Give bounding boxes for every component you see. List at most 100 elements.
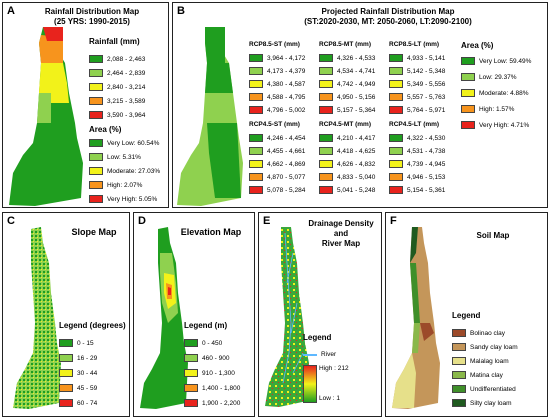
projected-rainfall-map-shape [177, 27, 243, 206]
legend-label: 4,380 - 4,587 [267, 80, 306, 88]
legend-swatch [249, 147, 263, 155]
legend-swatch [249, 186, 263, 194]
legend-label: 4,950 - 5,156 [337, 93, 376, 101]
drainage-map-shape [265, 227, 309, 407]
legend-swatch [389, 67, 403, 75]
drainage-legend-title: Legend [303, 333, 332, 342]
legend-swatch [184, 384, 198, 392]
panel-a-rainfall-map: A Rainfall Distribution Map (25 YRS: 199… [2, 2, 169, 208]
legend-item: 4,173 - 4,379 [249, 67, 305, 75]
legend-swatch [184, 339, 198, 347]
legend-swatch [389, 173, 403, 181]
legend-label: 1,900 - 2,200 [202, 399, 241, 407]
legend-item: 5,154 - 5,361 [389, 186, 445, 194]
legend-label: 4,531 - 4,738 [407, 147, 446, 155]
legend-item: Matina clay [452, 371, 503, 379]
legend-label: 2,464 - 2,839 [107, 69, 146, 77]
panel-c-title: Slope Map [71, 227, 117, 237]
legend-swatch [319, 54, 333, 62]
legend-label: 4,246 - 4,454 [267, 134, 306, 142]
legend-item: Undifferentiated [452, 385, 516, 393]
legend-item: 4,246 - 4,454 [249, 134, 305, 142]
legend-item: 4,380 - 4,587 [249, 80, 305, 88]
legend-label: 4,662 - 4,869 [267, 160, 306, 168]
group-title: RCP8.5-MT (mm) [319, 41, 372, 48]
legend-label: Bolinao clay [470, 329, 506, 337]
legend-swatch [89, 181, 103, 189]
legend-swatch [319, 160, 333, 168]
legend-label: Very Low: 60.54% [107, 139, 160, 147]
legend-label: 4,588 - 4,795 [267, 93, 306, 101]
legend-label: 5,154 - 5,361 [407, 186, 446, 194]
legend-swatch [461, 57, 475, 65]
legend-item: Very Low: 59.49% [461, 57, 531, 65]
legend-label: 3,215 - 3,589 [107, 97, 146, 105]
panel-f-title: Soil Map [476, 231, 510, 240]
area-legend-title: Area (%) [461, 41, 494, 50]
legend-swatch [452, 385, 466, 393]
legend-item: Moderate: 4.88% [461, 89, 529, 97]
panel-b-subtitle: (ST:2020-2030, MT: 2050-2060, LT:2090-21… [304, 17, 472, 26]
legend-label: 4,326 - 4,533 [337, 54, 376, 62]
group-title: RCP4.5-LT (mm) [389, 121, 440, 128]
legend-swatch [89, 167, 103, 175]
legend-swatch [89, 195, 103, 203]
legend-label: 5,764 - 5,971 [407, 106, 446, 114]
legend-item: 4,946 - 5,153 [389, 173, 445, 181]
legend-label: 4,870 - 5,077 [267, 173, 306, 181]
soil-map-shape [392, 227, 440, 409]
group-title: RCP4.5-ST (mm) [249, 121, 300, 128]
legend-label: Matina clay [470, 371, 503, 379]
legend-item: Very High: 4.71% [461, 121, 529, 129]
panel-f-soil-map: F Soil Map Legend Bolinao clay Sandy cla… [385, 212, 548, 417]
legend-label: Moderate: 27.03% [107, 167, 161, 175]
legend-item: Bolinao clay [452, 329, 505, 337]
legend-swatch [89, 97, 103, 105]
legend-label: 3,590 - 3,964 [107, 111, 146, 119]
legend-item: 2,840 - 3,214 [89, 83, 145, 91]
legend-swatch [319, 134, 333, 142]
panel-e-title-line3: River Map [321, 239, 361, 248]
legend-item: Moderate: 27.03% [89, 167, 160, 175]
low-label: Low : 1 [319, 395, 340, 402]
legend-label: 5,041 - 5,248 [337, 186, 376, 194]
legend-label: 5,142 - 5,348 [407, 67, 446, 75]
legend-label: 3,964 - 4,172 [267, 54, 306, 62]
panel-d-elevation-map: D Elevation Map Legend (m) 0 - 450 460 -… [133, 212, 255, 417]
legend-item: 4,950 - 5,156 [319, 93, 375, 101]
legend-item: Very High: 5.05% [89, 195, 157, 203]
elevation-map-shape [140, 227, 188, 409]
legend-item: 5,078 - 5,284 [249, 186, 305, 194]
legend-item: Silty clay loam [452, 399, 512, 407]
legend-label: 4,742 - 4,949 [337, 80, 376, 88]
rainfall-legend-title: Rainfall (mm) [89, 37, 140, 46]
legend-label: Very High: 4.71% [479, 121, 530, 129]
legend-item: 4,626 - 4,832 [319, 160, 375, 168]
legend-item: 4,322 - 4,530 [389, 134, 445, 142]
legend-swatch [461, 89, 475, 97]
legend-label: High: 1.57% [479, 105, 515, 113]
legend-swatch [249, 106, 263, 114]
legend-swatch [319, 173, 333, 181]
legend-swatch [59, 354, 73, 362]
legend-swatch [59, 384, 73, 392]
legend-label: 45 - 59 [77, 384, 98, 392]
panel-b-projected-rainfall-map: B Projected Rainfall Distribution Map (S… [172, 2, 548, 208]
legend-item: 1,900 - 2,200 [184, 399, 240, 407]
panel-f-label: F [390, 215, 397, 227]
legend-item: High: 2.07% [89, 181, 142, 189]
legend-item: 4,455 - 4,661 [249, 147, 305, 155]
slope-legend-title: Legend (degrees) [59, 321, 126, 330]
legend-swatch [59, 369, 73, 377]
legend-swatch [389, 134, 403, 142]
legend-item: 4,326 - 4,533 [319, 54, 375, 62]
legend-swatch [89, 153, 103, 161]
density-gradient [303, 365, 317, 403]
panel-c-label: C [7, 215, 15, 227]
legend-item: 2,464 - 2,839 [89, 69, 145, 77]
legend-item: 4,588 - 4,795 [249, 93, 305, 101]
legend-label: 4,833 - 5,040 [337, 173, 376, 181]
legend-item: 4,739 - 4,945 [389, 160, 445, 168]
legend-item: 1,400 - 1,800 [184, 384, 240, 392]
river-line-icon [303, 353, 317, 356]
